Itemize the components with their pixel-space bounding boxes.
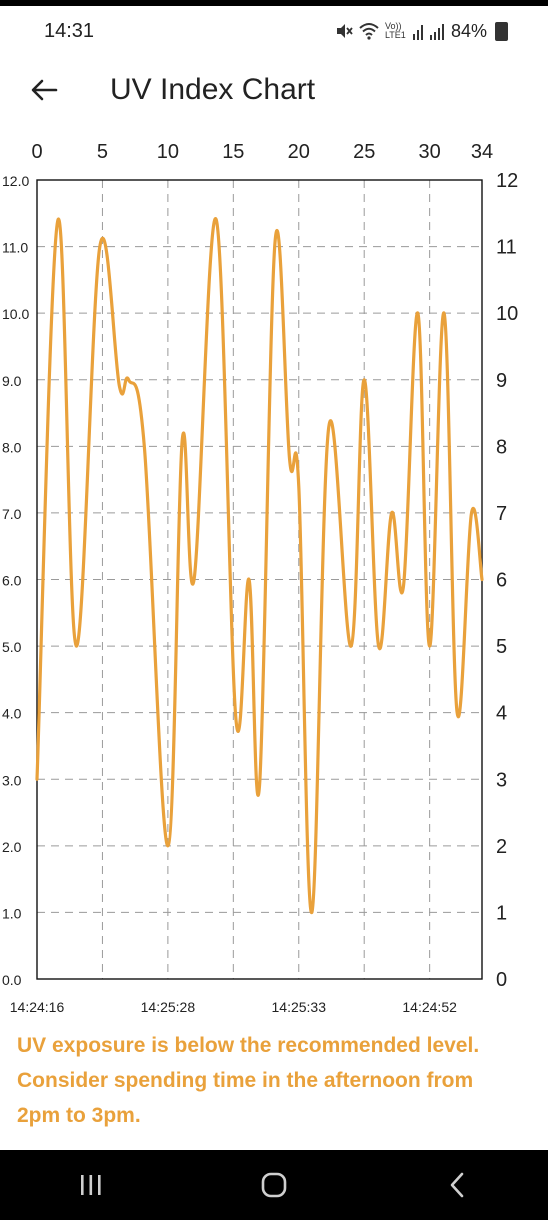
right-tick-label: 12 [496,170,518,192]
battery-percent: 84% [450,20,487,41]
right-tick-label: 11 [496,237,517,259]
left-tick-label: 12.0 [2,173,29,189]
right-tick-label: 8 [496,436,507,458]
top-tick-label: 15 [222,141,244,163]
left-tick-label: 3.0 [2,772,22,788]
left-tick-label: 9.0 [2,373,22,389]
recents-icon [81,1175,101,1195]
left-tick-label: 8.0 [2,439,22,455]
bottom-time-label: 14:24:52 [402,999,457,1015]
back-button[interactable] [20,66,68,114]
battery-icon [495,21,508,41]
uv-series-line [35,217,484,915]
left-tick-label: 5.0 [2,639,22,655]
left-tick-label: 1.0 [2,905,22,921]
left-tick-label: 11.0 [2,240,28,256]
uv-chart: 0 5 10 15 20 25 30 34 0.0 1.0 2.0 3.0 4.0 5.0 6.0 7.0 8.… [0,124,548,1024]
top-tick-label: 10 [157,141,179,163]
right-tick-label: 5 [496,636,507,658]
right-tick-label: 6 [496,570,507,592]
uv-chart-svg: 0 5 10 15 20 25 30 340.01.02.03.04.05.06.07.08.… [2,141,518,1015]
left-tick-label: 10.0 [2,306,29,322]
status-time: 14:31 [44,19,95,42]
bottom-time-label: 14:24:16 [10,999,65,1015]
top-tick-label: 34 [471,141,493,163]
top-tick-label: 25 [353,141,375,163]
top-tick-label: 20 [288,141,310,163]
system-nav-bar [0,1150,548,1220]
nav-back-button[interactable] [417,1155,497,1215]
left-tick-label: 7.0 [2,506,22,522]
right-tick-label: 4 [496,703,507,725]
wifi-icon [359,23,379,40]
mute-icon [336,24,353,38]
top-tick-label: 30 [419,141,441,163]
right-tick-label: 9 [496,370,507,392]
left-tick-label: 2.0 [2,839,22,855]
home-icon [261,1172,287,1198]
top-tick-label: 0 [31,141,42,163]
right-tick-label: 7 [496,503,507,525]
bottom-time-label: 14:25:33 [272,999,327,1015]
right-tick-label: 2 [496,836,507,858]
status-icons: Vo)) LTE1 84% [335,21,508,42]
bottom-time-label: 14:25:28 [141,999,196,1015]
page-title: UV Index Chart [110,73,316,106]
app-bar: UV Index Chart [0,56,548,124]
recents-button[interactable] [51,1155,131,1215]
home-button[interactable] [234,1155,314,1215]
right-tick-label: 1 [496,902,507,924]
uv-message: UV exposure is below the recommended lev… [17,1034,480,1127]
left-tick-label: 4.0 [2,706,22,722]
right-tick-label: 0 [496,969,507,991]
status-bar-edge [0,0,548,6]
status-bar: 14:31 Vo)) LTE1 84% [0,6,548,56]
left-tick-label: 6.0 [2,573,22,589]
back-icon [450,1172,463,1198]
network-label: Vo)) LTE1 [384,21,406,40]
arrow-left-icon [31,79,58,101]
signal-icon [412,24,444,40]
right-tick-label: 3 [496,769,507,791]
top-tick-label: 5 [97,141,108,163]
right-tick-label: 10 [496,303,518,325]
left-tick-label: 0.0 [2,972,22,988]
